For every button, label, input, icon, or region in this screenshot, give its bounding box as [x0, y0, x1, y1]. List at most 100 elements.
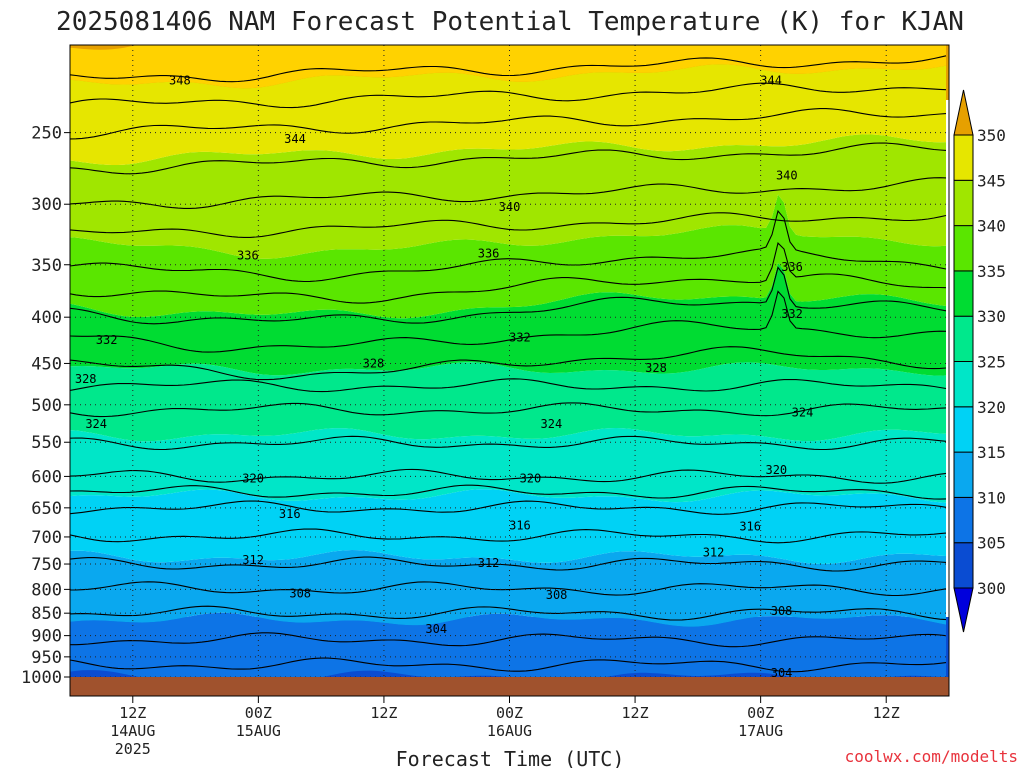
contour-label-group: 336 — [781, 260, 803, 274]
contour-label: 328 — [363, 356, 385, 370]
contour-label: 316 — [509, 519, 531, 533]
y-axis: 250 300 350 400 450 500 550 600 650 700 750 800 850 9… — [21, 124, 70, 688]
x-tick-label: 12Z — [622, 704, 649, 722]
contour-line — [70, 556, 947, 572]
contour-label-group: 316 — [509, 519, 531, 533]
contour-line — [70, 378, 947, 393]
contour-line — [70, 266, 947, 325]
contour-label: 348 — [169, 74, 191, 88]
contour-label: 324 — [541, 417, 563, 431]
colorbar-label: 335 — [977, 262, 1006, 281]
colorbar-label: 310 — [977, 488, 1006, 507]
contour-label-group: 320 — [520, 471, 542, 485]
contour-label: 344 — [284, 132, 306, 146]
colorbar-label: 300 — [977, 579, 1006, 598]
temperature-band — [70, 362, 946, 442]
contour-line — [70, 108, 947, 140]
contour-label-group: 348 — [169, 74, 191, 88]
x-tick-label: 00Z — [496, 704, 523, 722]
colorbar-label: 330 — [977, 307, 1006, 326]
contour-label-group: 304 — [425, 622, 447, 636]
contour-label-group: 332 — [781, 307, 803, 321]
contour-line — [70, 290, 947, 353]
contour-label: 312 — [242, 553, 264, 567]
contour-label-group: 324 — [792, 406, 814, 420]
colorbar-segment — [953, 134, 974, 181]
colorbar-arrow-low — [953, 587, 974, 633]
gridlines — [70, 45, 949, 677]
colorbar-segment — [953, 361, 974, 408]
contour-line — [70, 346, 947, 381]
contour-label-group: 344 — [760, 74, 782, 88]
contour-label-group: 344 — [284, 132, 306, 146]
contour-label-group: 308 — [289, 586, 311, 600]
x-tick-label: 00Z — [747, 704, 774, 722]
temperature-band — [70, 194, 946, 319]
contour-label-group: 308 — [546, 588, 568, 602]
contour-label: 332 — [509, 330, 531, 344]
contour-line — [70, 212, 947, 238]
chart-title: 2025081406 NAM Forecast Potential Temper… — [56, 7, 964, 37]
x-tick-label: 00Z — [245, 704, 272, 722]
contour-line — [70, 82, 947, 109]
contour-label: 344 — [760, 74, 782, 88]
temperature-band — [70, 489, 946, 564]
contour-label: 324 — [792, 406, 814, 420]
contour-label-group: 312 — [242, 553, 264, 567]
temperature-band — [70, 550, 946, 627]
colorbar-arrow-high — [953, 89, 974, 136]
contour-label-group: 328 — [645, 361, 667, 375]
colorbar: 300 305 310 315 320 325 330 335 340 345 350 — [953, 89, 1006, 633]
contour-line — [70, 402, 947, 418]
plot-area: 348 344 344 340 340 336 336 336 332 332 332 328 328 3… — [70, 45, 949, 677]
y-tick-label: 450 — [31, 354, 62, 374]
contour-label-group: 308 — [771, 604, 793, 618]
contour-label: 312 — [478, 556, 500, 570]
contour-label-group: 312 — [703, 545, 725, 559]
y-tick-label: 900 — [31, 627, 62, 647]
contour-label: 320 — [765, 463, 787, 477]
contour-label-group: 320 — [765, 463, 787, 477]
x-tick-label: 12Z — [873, 704, 900, 722]
x-tick-date: 15AUG — [236, 722, 281, 740]
contour-line — [70, 55, 947, 83]
colorbar-segment — [953, 451, 974, 498]
contour-label-group: 336 — [237, 249, 259, 263]
colorbar-segment — [953, 315, 974, 363]
y-tick-label: 300 — [31, 195, 62, 215]
contour-label-group: 304 — [771, 666, 793, 677]
contour-label-group: 332 — [96, 333, 118, 347]
y-tick-label: 1000 — [21, 668, 62, 688]
contour-label: 332 — [96, 333, 118, 347]
y-tick-label: 600 — [31, 467, 62, 487]
colorbar-segment — [953, 406, 974, 453]
contour-line — [70, 142, 947, 175]
y-tick-label: 700 — [31, 528, 62, 548]
contour-label: 336 — [781, 260, 803, 274]
contour-label: 312 — [703, 545, 725, 559]
contour-label: 308 — [771, 604, 793, 618]
y-tick-label: 350 — [31, 256, 62, 276]
y-tick-label: 850 — [31, 604, 62, 624]
contour-line — [70, 209, 947, 283]
contour-line — [70, 177, 947, 209]
contour-label: 336 — [478, 246, 500, 260]
x-tick-date: 16AUG — [487, 722, 532, 740]
contour-label-group: 316 — [739, 520, 761, 534]
y-tick-label: 550 — [31, 433, 62, 453]
contour-label: 340 — [499, 200, 521, 214]
contour-label: 308 — [546, 588, 568, 602]
contour-label-group: 320 — [242, 471, 264, 485]
contour-label: 316 — [279, 507, 301, 521]
colorbar-segment — [953, 270, 974, 317]
contour-label: 316 — [739, 520, 761, 534]
y-tick-label: 800 — [31, 580, 62, 600]
y-tick-label: 950 — [31, 648, 62, 668]
contour-line — [70, 605, 947, 621]
x-tick-date: 17AUG — [738, 722, 783, 740]
contour-label-group: 316 — [279, 507, 301, 521]
contour-label: 336 — [237, 249, 259, 263]
colorbar-label: 305 — [977, 534, 1006, 553]
